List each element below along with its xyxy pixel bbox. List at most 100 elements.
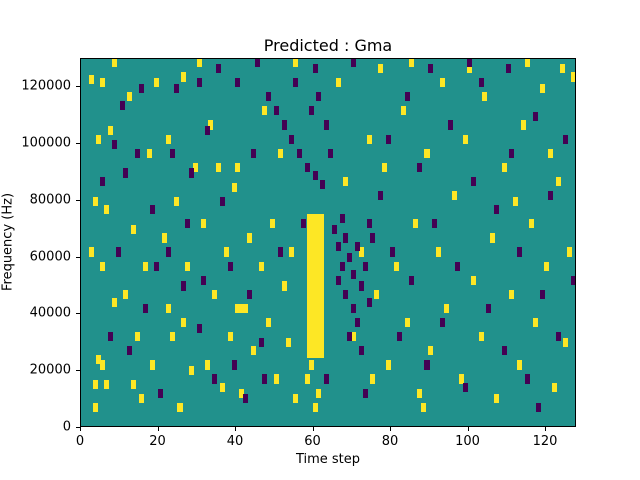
- heatmap-cell: [335, 78, 341, 88]
- x-tick-mark: [467, 427, 469, 431]
- heatmap-cell: [123, 168, 129, 178]
- heatmap-cell: [316, 92, 322, 102]
- heatmap-cell: [455, 261, 461, 271]
- heatmap-cell: [385, 134, 391, 144]
- heatmap-cell: [277, 247, 283, 257]
- heatmap-cell: [466, 63, 472, 74]
- heatmap-cell: [505, 63, 511, 74]
- heatmap-cell: [165, 303, 171, 314]
- x-tick-label: 80: [381, 434, 399, 449]
- heatmap-cell: [420, 402, 426, 412]
- heatmap-cell: [351, 303, 357, 314]
- heatmap-cell: [370, 233, 376, 243]
- heatmap-cell: [231, 360, 237, 370]
- heatmap-cell: [571, 275, 575, 285]
- heatmap-cell: [158, 388, 164, 398]
- heatmap-cell: [208, 120, 214, 130]
- heatmap-cell: [243, 303, 249, 314]
- heatmap-cell: [447, 120, 453, 130]
- y-tick-mark: [76, 143, 80, 145]
- heatmap-cell: [571, 72, 575, 82]
- heatmap-cell: [200, 275, 206, 285]
- heatmap-cell: [162, 233, 168, 243]
- y-tick-label: 40000: [29, 305, 71, 321]
- heatmap-cell: [536, 402, 542, 412]
- y-tick-label: 80000: [29, 192, 71, 208]
- heatmap-cell: [246, 233, 252, 243]
- heatmap-cell: [88, 75, 94, 85]
- heatmap-cell: [362, 388, 368, 398]
- heatmap-cell: [223, 247, 229, 257]
- heatmap-cell: [482, 92, 488, 102]
- heatmap-cell: [308, 106, 314, 116]
- heatmap-block: [306, 214, 325, 359]
- heatmap-cell: [409, 275, 415, 285]
- heatmap-cell: [216, 162, 222, 172]
- heatmap-cell: [397, 332, 403, 342]
- y-tick-mark: [76, 256, 80, 258]
- heatmap-cell: [235, 78, 241, 88]
- heatmap-cell: [470, 176, 476, 187]
- heatmap-cell: [96, 354, 102, 364]
- heatmap-cell: [100, 176, 106, 187]
- heatmap-cell: [374, 289, 380, 299]
- heatmap-cell: [127, 92, 133, 102]
- heatmap-cell: [378, 63, 384, 74]
- heatmap-cell: [401, 106, 407, 116]
- heatmap-cell: [289, 134, 295, 144]
- heatmap-cell: [181, 318, 187, 328]
- heatmap-cell: [177, 402, 183, 412]
- heatmap-cell: [246, 289, 252, 299]
- heatmap-cell: [547, 148, 553, 158]
- heatmap-cell: [308, 360, 314, 370]
- heatmap-cell: [231, 182, 237, 192]
- heatmap-cell: [154, 261, 160, 271]
- heatmap-cell: [96, 134, 102, 144]
- heatmap-cell: [540, 289, 546, 299]
- heatmap-cell: [135, 332, 141, 342]
- heatmap-cell: [131, 380, 137, 390]
- heatmap-cell: [154, 78, 160, 88]
- heatmap-cell: [123, 289, 129, 299]
- heatmap-cell: [463, 134, 469, 144]
- heatmap-cell: [520, 120, 526, 130]
- y-tick-mark: [76, 199, 80, 201]
- heatmap-cell: [509, 148, 515, 158]
- heatmap-cell: [196, 78, 202, 88]
- heatmap-cell: [324, 374, 330, 384]
- heatmap-cell: [478, 78, 484, 88]
- heatmap-cell: [424, 360, 430, 370]
- heatmap-cell: [100, 78, 106, 88]
- heatmap-cell: [324, 120, 330, 130]
- heatmap-cell: [524, 374, 530, 384]
- heatmap-cell: [104, 380, 110, 390]
- y-axis-label: Frequency (Hz): [0, 192, 16, 292]
- heatmap-cell: [289, 247, 295, 257]
- heatmap-cell: [293, 59, 299, 68]
- heatmap-cell: [559, 63, 565, 74]
- y-tick-label: 120000: [21, 78, 71, 94]
- heatmap-cell: [273, 106, 279, 116]
- heatmap-cell: [347, 253, 353, 263]
- heatmap-cell: [328, 148, 334, 158]
- heatmap-cell: [142, 303, 148, 314]
- heatmap-cell: [181, 281, 187, 291]
- x-tick-label: 60: [304, 434, 321, 449]
- heatmap-cell: [493, 394, 499, 404]
- x-tick-mark: [235, 427, 236, 431]
- heatmap-cell: [501, 162, 507, 172]
- heatmap-cell: [409, 59, 415, 68]
- heatmap-cell: [250, 346, 256, 356]
- heatmap-cell: [358, 281, 364, 291]
- heatmap-cell: [92, 402, 98, 412]
- x-tick-label: 0: [75, 434, 85, 449]
- x-tick-mark: [312, 427, 314, 431]
- heatmap-cell: [509, 289, 515, 299]
- heatmap-cell: [169, 148, 175, 158]
- heatmap-cell: [351, 332, 357, 342]
- heatmap-cell: [100, 261, 106, 271]
- heatmap-cell: [285, 337, 291, 347]
- heatmap-cell: [424, 148, 430, 158]
- heatmap-cell: [262, 374, 268, 384]
